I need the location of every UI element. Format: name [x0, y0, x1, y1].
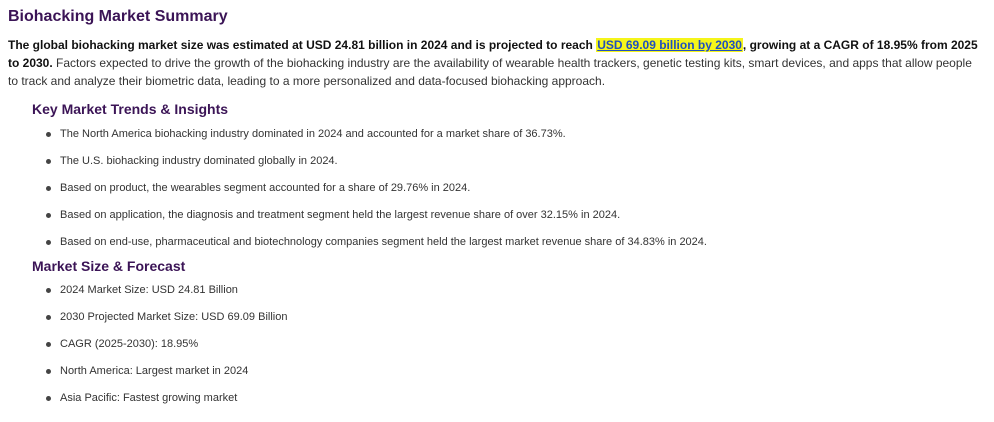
- summary-body-text: Factors expected to drive the growth of …: [8, 56, 972, 88]
- list-item-text: Asia Pacific: Fastest growing market: [60, 392, 238, 404]
- bullet-icon: [46, 369, 51, 374]
- list-item-text: 2030 Projected Market Size: USD 69.09 Bi…: [60, 311, 288, 323]
- list-item: Based on end-use, pharmaceutical and bio…: [46, 229, 978, 256]
- bullet-icon: [46, 213, 51, 218]
- bullet-icon: [46, 240, 51, 245]
- list-item-text: Based on application, the diagnosis and …: [60, 209, 621, 221]
- list-item-text: CAGR (2025-2030): 18.95%: [60, 338, 199, 350]
- list-item-text: 2024 Market Size: USD 24.81 Billion: [60, 284, 238, 296]
- summary-lead-text: The global biohacking market size was es…: [8, 38, 597, 52]
- forecast-list: 2024 Market Size: USD 24.81 Billion 2030…: [8, 277, 978, 412]
- list-item-text: North America: Largest market in 2024: [60, 365, 249, 377]
- trends-list: The North America biohacking industry do…: [8, 121, 978, 256]
- summary-paragraph: The global biohacking market size was es…: [8, 36, 978, 90]
- forecast-heading: Market Size & Forecast: [32, 258, 186, 274]
- list-item: North America: Largest market in 2024: [46, 358, 978, 385]
- bullet-icon: [46, 288, 51, 293]
- bullet-icon: [46, 315, 51, 320]
- list-item: Based on product, the wearables segment …: [46, 175, 978, 202]
- page-title: Biohacking Market Summary: [8, 8, 228, 25]
- list-item: The U.S. biohacking industry dominated g…: [46, 148, 978, 175]
- trends-heading: Key Market Trends & Insights: [32, 101, 229, 117]
- list-item: Asia Pacific: Fastest growing market: [46, 385, 978, 412]
- bullet-icon: [46, 186, 51, 191]
- list-item: The North America biohacking industry do…: [46, 121, 978, 148]
- list-item-text: The U.S. biohacking industry dominated g…: [60, 155, 338, 167]
- bullet-icon: [46, 132, 51, 137]
- summary-cagr-text: , growing at a CAGR of 18.95% from 2025 …: [8, 38, 978, 70]
- bullet-icon: [46, 396, 51, 401]
- bullet-icon: [46, 159, 51, 164]
- market-summary-section: Biohacking Market Summary The global bio…: [8, 6, 978, 412]
- list-item: Based on application, the diagnosis and …: [46, 202, 978, 229]
- list-item: 2024 Market Size: USD 24.81 Billion: [46, 277, 978, 304]
- bullet-icon: [46, 342, 51, 347]
- list-item: CAGR (2025-2030): 18.95%: [46, 331, 978, 358]
- list-item-text: The North America biohacking industry do…: [60, 128, 566, 140]
- list-item-text: Based on product, the wearables segment …: [60, 182, 471, 194]
- list-item-text: Based on end-use, pharmaceutical and bio…: [60, 236, 707, 248]
- list-item: 2030 Projected Market Size: USD 69.09 Bi…: [46, 304, 978, 331]
- projected-size-highlight: USD 69.09 billion by 2030: [596, 38, 743, 52]
